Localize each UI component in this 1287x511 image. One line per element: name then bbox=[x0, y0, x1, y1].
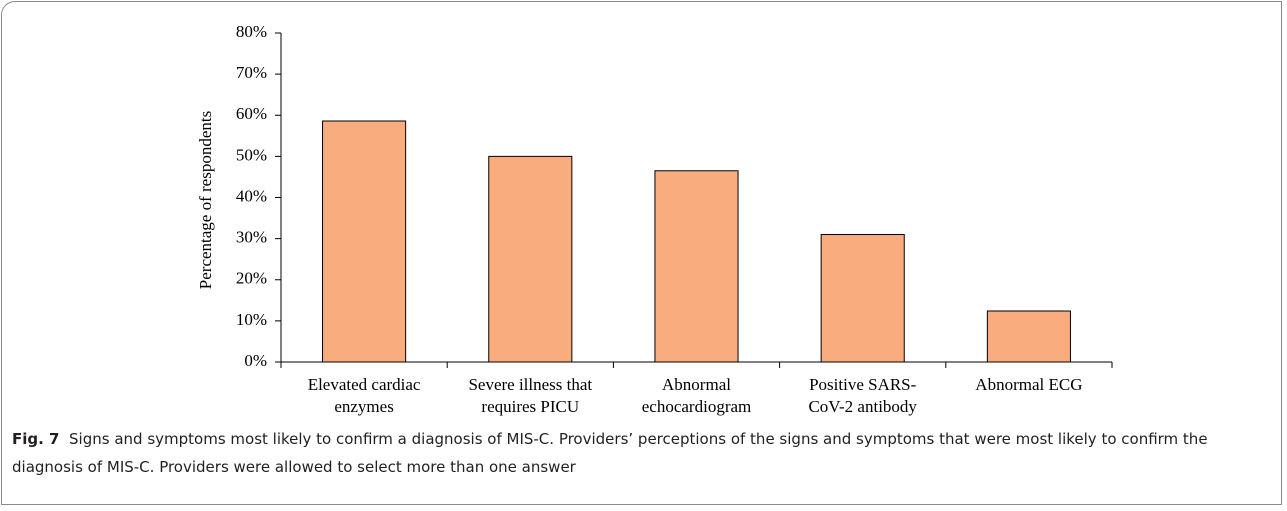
x-tick-label: requires PICU bbox=[481, 397, 579, 416]
bar bbox=[986, 310, 1071, 363]
x-tick-label: Elevated cardiac bbox=[308, 375, 421, 394]
x-tick-label: echocardiogram bbox=[642, 397, 752, 416]
bar bbox=[322, 120, 407, 363]
x-tick-label: CoV-2 antibody bbox=[808, 397, 917, 416]
y-tick-label: 0% bbox=[244, 351, 267, 370]
caption-label: Fig. 7 bbox=[12, 430, 60, 448]
y-tick-label: 40% bbox=[236, 186, 267, 205]
x-tick-label: Abnormal bbox=[662, 375, 731, 394]
bar bbox=[654, 170, 739, 363]
bar bbox=[488, 155, 573, 363]
caption: Fig. 7 Signs and symptoms most likely to… bbox=[12, 425, 1274, 481]
x-tick-label: Abnormal ECG bbox=[975, 375, 1082, 394]
y-tick-label: 80% bbox=[236, 22, 267, 41]
y-tick-label: 20% bbox=[236, 269, 267, 288]
x-tick-label: test bbox=[851, 419, 875, 420]
x-tick-label: Severe illness that bbox=[468, 375, 592, 394]
y-axis-label: Percentage of respondents bbox=[196, 111, 215, 289]
y-tick-label: 70% bbox=[236, 63, 267, 82]
chart: Percentage of respondents 0% 10% 20% 30% 40%… bbox=[196, 22, 1113, 420]
x-tick-label: level of care bbox=[488, 419, 572, 420]
y-tick-label: 60% bbox=[236, 104, 267, 123]
y-tick-label: 10% bbox=[236, 310, 267, 329]
y-tick-label: 30% bbox=[236, 228, 267, 247]
y-tick-label: 50% bbox=[236, 145, 267, 164]
caption-text: Signs and symptoms most likely to confir… bbox=[12, 430, 1208, 476]
x-tick-label: enzymes bbox=[334, 397, 393, 416]
x-tick-label: Positive SARS- bbox=[809, 375, 917, 394]
bar bbox=[820, 234, 905, 363]
